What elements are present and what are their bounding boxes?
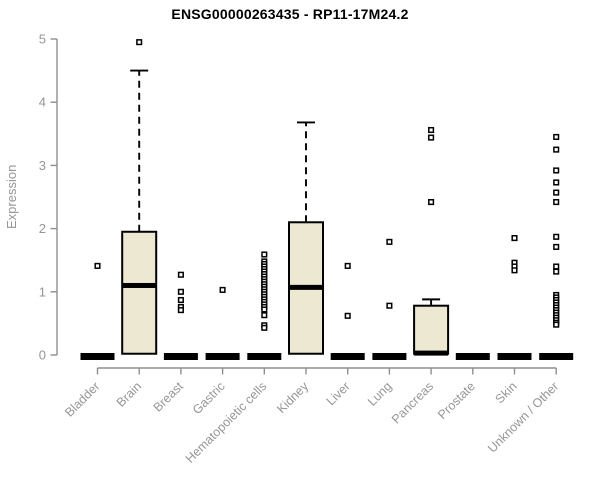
box-liver [330,262,365,360]
outlier-point [553,179,560,186]
median-line [330,353,365,360]
median-line [414,350,449,356]
median-line [497,353,532,360]
outlier-point [511,235,518,242]
x-tick-label-unknown-other: Unknown / Other [485,379,561,455]
x-tick-label-hematopoietic-cells: Hematopoietic cells [183,379,270,466]
outlier-point [553,263,560,270]
outlier-point [261,251,268,258]
box-kidney [288,121,324,355]
median-line [455,353,490,360]
outlier-point [386,302,393,309]
median-line [539,353,574,360]
outlier-point [219,286,226,293]
box-prostate [455,353,490,360]
outlier-point [553,268,560,275]
x-tick-label-liver: Liver [324,379,353,408]
box-skin [497,235,532,360]
median-line [122,282,157,288]
y-tick-label: 3 [39,158,46,173]
outlier-point [94,262,101,269]
box-unknown-other [539,133,574,360]
outlier-point [177,296,184,304]
y-tick-label: 5 [39,32,46,47]
box-pancreas [413,126,450,356]
outlier-point [553,243,560,250]
outlier-point [386,238,393,245]
outlier-point [177,307,184,314]
x-tick-label-gastric: Gastric [190,379,228,417]
outlier-point [261,312,268,319]
outlier-point [553,321,560,328]
outlier-point [261,324,268,331]
y-tick-label: 4 [39,95,46,110]
outlier-point [511,267,518,274]
x-tick-label-lung: Lung [365,379,395,409]
median-line [289,284,323,290]
median-line [372,353,407,360]
outlier-point [553,167,560,174]
x-tick-label-skin: Skin [493,379,520,406]
outlier-point [428,126,435,134]
box-rect [121,230,158,355]
chart-title: ENSG00000263435 - RP11-17M24.2 [171,6,409,22]
outlier-point [428,134,435,141]
outlier-point [344,312,351,319]
outlier-point [177,288,184,295]
box-breast [163,271,198,360]
median-line [163,353,198,360]
x-tick-label-brain: Brain [114,379,145,410]
box-hematopoietic-cells [247,251,282,360]
outlier-point [344,262,351,269]
box-bladder [80,262,115,360]
y-tick-label: 0 [39,348,46,363]
outlier-point [553,199,560,206]
x-tick-label-prostate: Prostate [435,379,478,422]
outlier-point [261,306,268,313]
box-gastric [205,286,240,360]
median-line [247,353,282,360]
outlier-point [428,199,435,206]
y-tick-label: 2 [39,221,46,236]
median-line [80,353,115,360]
x-tick-label-bladder: Bladder [62,379,102,419]
outlier-point [553,146,560,153]
outlier-point [553,133,560,141]
x-tick-label-kidney: Kidney [274,379,311,416]
box-lung [372,238,407,360]
x-tick-label-breast: Breast [151,379,187,415]
outlier-point [177,271,184,278]
outlier-point [553,233,560,240]
x-tick-label-pancreas: Pancreas [389,379,436,426]
outlier-point [136,39,143,46]
median-line [205,353,240,360]
outlier-point [553,189,560,196]
y-axis: 0 1 2 3 4 5 [39,32,58,363]
box-brain [121,39,158,355]
y-tick-label: 1 [39,284,46,299]
box-rect [413,304,450,355]
